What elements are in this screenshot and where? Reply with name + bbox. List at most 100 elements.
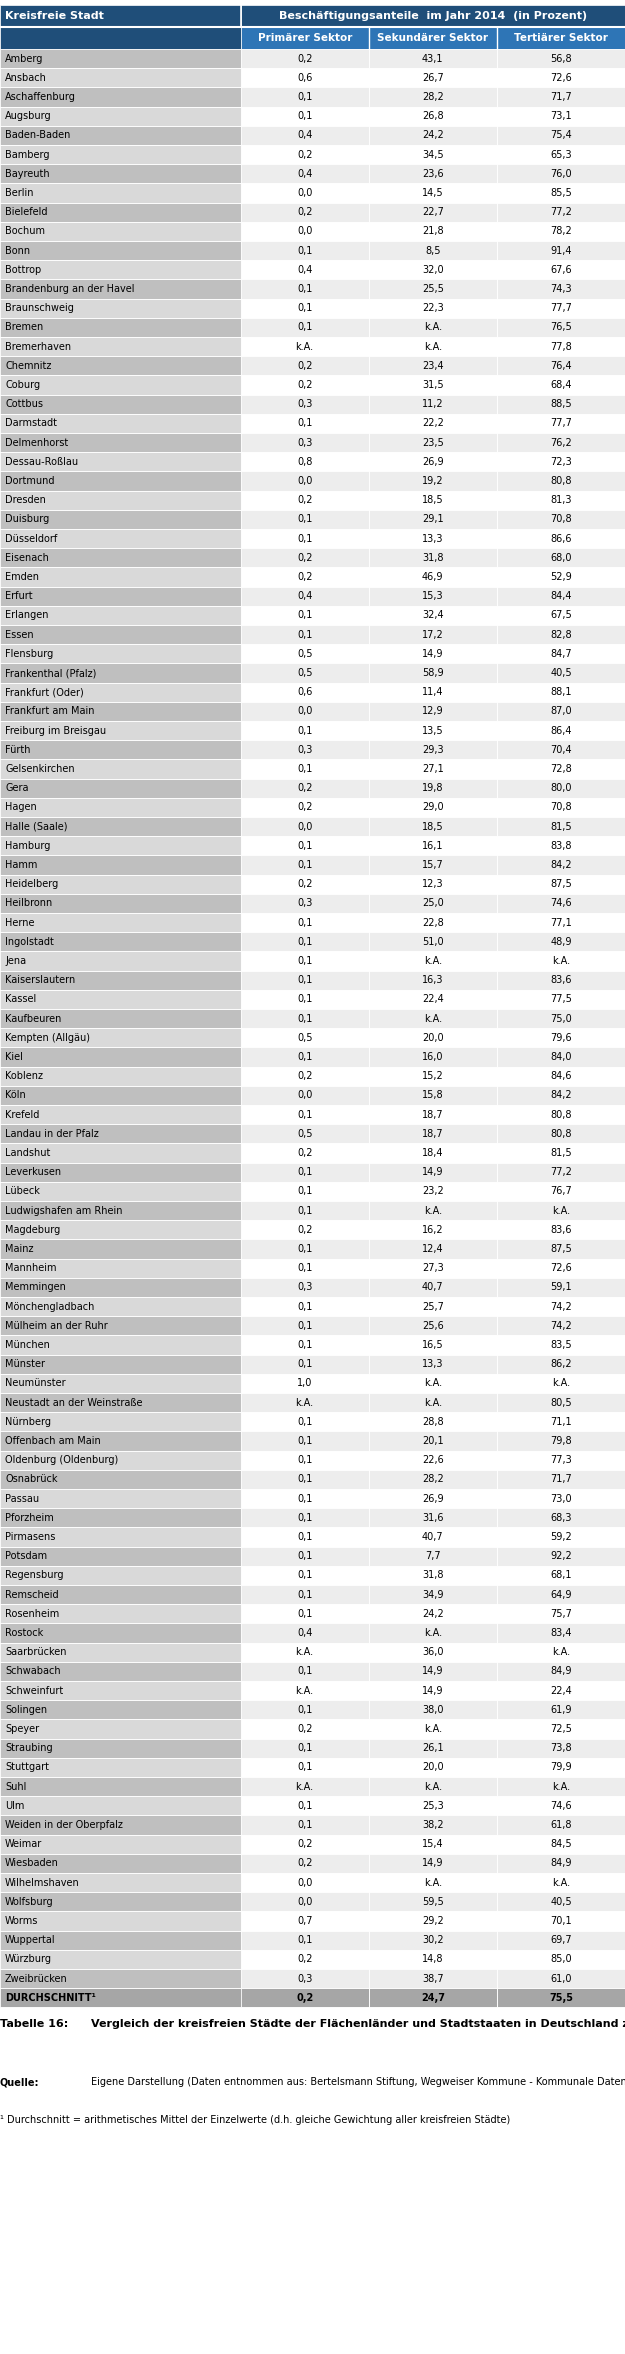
Bar — [241, 1796, 369, 1815]
Text: 22,4: 22,4 — [550, 1685, 572, 1695]
Bar — [497, 645, 625, 664]
Bar — [0, 701, 241, 720]
Bar — [497, 184, 625, 202]
Bar — [0, 337, 241, 355]
Text: 28,2: 28,2 — [422, 92, 444, 101]
Text: 0,1: 0,1 — [297, 1417, 312, 1427]
Bar — [241, 1930, 369, 1949]
Text: 23,5: 23,5 — [422, 438, 444, 447]
Text: 0,1: 0,1 — [297, 629, 312, 640]
Text: Lübeck: Lübeck — [5, 1186, 40, 1196]
Bar — [497, 664, 625, 683]
Text: 13,5: 13,5 — [422, 725, 444, 734]
Text: Hamburg: Hamburg — [5, 840, 51, 850]
Bar — [241, 1297, 369, 1316]
Text: 72,3: 72,3 — [550, 457, 572, 466]
Bar — [497, 1490, 625, 1509]
Text: 15,3: 15,3 — [422, 591, 444, 600]
Bar — [0, 374, 241, 395]
Text: k.A.: k.A. — [424, 341, 442, 351]
Bar — [0, 299, 241, 318]
Text: 0,2: 0,2 — [297, 1838, 312, 1850]
Bar — [241, 855, 369, 876]
Bar — [369, 1335, 497, 1354]
Text: 0,2: 0,2 — [297, 1857, 312, 1869]
Text: 0,2: 0,2 — [297, 572, 312, 581]
Bar — [241, 1740, 369, 1758]
Text: 0,3: 0,3 — [297, 438, 312, 447]
Text: München: München — [5, 1339, 50, 1349]
Bar — [497, 1758, 625, 1777]
Text: Freiburg im Breisgau: Freiburg im Breisgau — [5, 725, 106, 734]
Bar — [369, 701, 497, 720]
Bar — [369, 1989, 497, 2008]
Text: 0,3: 0,3 — [297, 744, 312, 756]
Bar — [241, 1241, 369, 1259]
Text: 0,2: 0,2 — [297, 360, 312, 372]
Text: Neustadt an der Weinstraße: Neustadt an der Weinstraße — [5, 1398, 142, 1408]
Text: 28,8: 28,8 — [422, 1417, 444, 1427]
Bar — [0, 87, 241, 106]
Text: Solingen: Solingen — [5, 1704, 47, 1714]
Bar — [0, 1278, 241, 1297]
Bar — [241, 280, 369, 299]
Text: Tertiärer Sektor: Tertiärer Sektor — [514, 33, 608, 42]
Text: 85,5: 85,5 — [550, 188, 572, 198]
Bar — [0, 26, 241, 49]
Text: 84,4: 84,4 — [550, 591, 572, 600]
Bar — [241, 1874, 369, 1893]
Bar — [241, 760, 369, 779]
Bar — [369, 951, 497, 970]
Bar — [0, 1509, 241, 1528]
Bar — [369, 1893, 497, 1911]
Bar — [497, 1297, 625, 1316]
Text: 76,7: 76,7 — [550, 1186, 572, 1196]
Bar — [497, 855, 625, 876]
Text: Oldenburg (Oldenburg): Oldenburg (Oldenburg) — [5, 1455, 118, 1464]
Bar — [241, 1855, 369, 1874]
Bar — [369, 626, 497, 645]
Text: 25,6: 25,6 — [422, 1321, 444, 1330]
Text: 0,1: 0,1 — [297, 1168, 312, 1177]
Bar — [241, 989, 369, 1010]
Bar — [0, 1547, 241, 1565]
Text: Beschäftigungsanteile  im Jahr 2014  (in Prozent): Beschäftigungsanteile im Jahr 2014 (in P… — [279, 12, 587, 21]
Bar — [369, 1718, 497, 1740]
Text: 14,9: 14,9 — [422, 1857, 444, 1869]
Bar — [497, 1048, 625, 1066]
Bar — [0, 125, 241, 146]
Text: 87,5: 87,5 — [550, 1243, 572, 1255]
Text: 0,2: 0,2 — [297, 803, 312, 812]
Bar — [241, 1968, 369, 1989]
Text: 0,1: 0,1 — [297, 92, 312, 101]
Bar — [241, 1662, 369, 1681]
Text: 0,2: 0,2 — [297, 151, 312, 160]
Bar — [369, 530, 497, 548]
Bar — [369, 1450, 497, 1469]
Bar — [0, 280, 241, 299]
Bar — [0, 1758, 241, 1777]
Text: 71,7: 71,7 — [550, 1474, 572, 1485]
Text: 0,3: 0,3 — [297, 899, 312, 909]
Bar — [369, 720, 497, 739]
Text: 73,0: 73,0 — [550, 1492, 572, 1504]
Text: 71,7: 71,7 — [550, 92, 572, 101]
Text: k.A.: k.A. — [552, 1878, 570, 1888]
Text: Ludwigshafen am Rhein: Ludwigshafen am Rhein — [5, 1205, 122, 1215]
Bar — [241, 202, 369, 221]
Bar — [369, 1316, 497, 1335]
Text: Pforzheim: Pforzheim — [5, 1514, 54, 1523]
Text: 76,4: 76,4 — [550, 360, 572, 372]
Text: Kempten (Allgäu): Kempten (Allgäu) — [5, 1033, 90, 1043]
Bar — [497, 1219, 625, 1241]
Bar — [0, 645, 241, 664]
Bar — [0, 1989, 241, 2008]
Text: 76,5: 76,5 — [550, 322, 572, 332]
Text: Halle (Saale): Halle (Saale) — [5, 822, 68, 831]
Text: 0,1: 0,1 — [297, 1744, 312, 1754]
Text: 84,2: 84,2 — [550, 1090, 572, 1099]
Text: 0,1: 0,1 — [297, 1704, 312, 1714]
Text: 32,4: 32,4 — [422, 610, 444, 621]
Bar — [0, 1029, 241, 1048]
Text: 74,6: 74,6 — [550, 899, 572, 909]
